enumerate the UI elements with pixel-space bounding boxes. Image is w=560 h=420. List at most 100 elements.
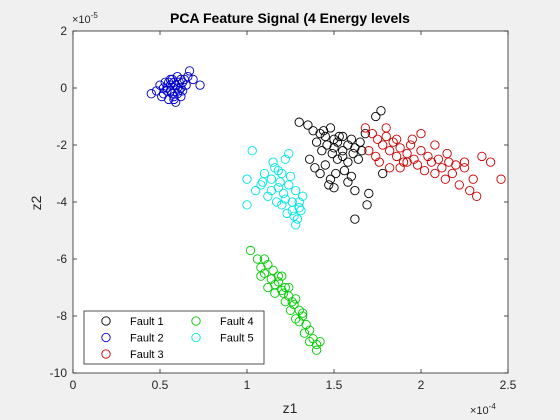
legend-label: Fault 3 (130, 349, 164, 361)
data-point (440, 174, 451, 184)
x-multiplier-base: ×10 (470, 405, 489, 417)
data-point (416, 146, 426, 156)
data-point (280, 297, 290, 307)
data-point (444, 157, 454, 167)
data-point (195, 80, 205, 90)
data-point (277, 200, 287, 210)
data-point (371, 111, 381, 122)
series-fault-3 (360, 123, 506, 201)
data-point (318, 126, 329, 136)
data-point (291, 314, 301, 324)
data-point (409, 154, 419, 164)
data-point (346, 134, 357, 144)
data-point (362, 200, 372, 210)
data-point (268, 265, 278, 276)
data-point (350, 143, 360, 153)
series-fault-5 (242, 146, 308, 230)
legend-marker (101, 316, 111, 326)
data-point (385, 146, 395, 156)
y-tick-label: -4 (56, 195, 67, 209)
data-point (360, 123, 370, 133)
data-point (289, 211, 299, 221)
data-point (287, 297, 297, 307)
data-point (367, 128, 377, 139)
data-point (164, 77, 174, 87)
data-point (171, 97, 181, 107)
series-fault-1 (294, 106, 388, 224)
data-point (311, 339, 322, 350)
data-point (451, 160, 461, 170)
data-point (285, 171, 296, 182)
data-point (165, 74, 176, 85)
data-point (477, 151, 487, 162)
data-point (301, 319, 311, 330)
data-point (308, 126, 318, 136)
data-point (273, 271, 283, 281)
data-point (388, 137, 398, 147)
data-point (355, 137, 365, 147)
x-tick-label: 0 (70, 378, 77, 392)
legend-box (83, 310, 265, 365)
data-point (350, 214, 360, 224)
data-point (343, 140, 353, 150)
data-point (259, 254, 270, 264)
data-point (315, 168, 325, 179)
y-tick-label: -2 (56, 138, 67, 152)
data-point (311, 345, 322, 355)
data-point (430, 168, 440, 179)
data-point (378, 140, 388, 150)
data-point (372, 134, 383, 144)
data-point (346, 171, 357, 182)
data-point (391, 151, 402, 162)
data-point (259, 168, 270, 179)
data-point (289, 299, 299, 310)
data-point (169, 94, 179, 105)
data-point (304, 325, 315, 335)
data-point (280, 194, 290, 204)
data-point (468, 174, 478, 184)
data-point (294, 203, 304, 213)
data-point (247, 146, 257, 156)
data-point (364, 146, 374, 156)
data-point (329, 183, 339, 193)
data-point (278, 188, 289, 199)
data-point (472, 191, 482, 201)
data-point (275, 177, 285, 187)
data-point (158, 83, 169, 93)
data-point (155, 80, 165, 90)
data-point (146, 89, 156, 99)
data-point (298, 308, 308, 318)
data-point (405, 140, 416, 150)
data-point (343, 177, 353, 187)
data-point (151, 86, 162, 96)
data-point (459, 163, 470, 173)
data-point (360, 128, 370, 139)
data-point (277, 168, 287, 179)
data-point (298, 191, 308, 201)
data-point (271, 197, 282, 207)
legend-marker (191, 316, 201, 326)
x-tick-label: 0.5 (152, 378, 169, 392)
x-ticks: 0 0.5 1 1.5 2 2.5 (70, 31, 517, 392)
data-point (465, 185, 475, 196)
data-point (407, 134, 417, 144)
data-point (177, 77, 188, 87)
data-point (304, 154, 315, 164)
data-point (402, 157, 412, 167)
data-point (416, 128, 426, 139)
data-point (172, 71, 183, 82)
data-point (273, 277, 283, 287)
legend-label: Fault 1 (130, 316, 164, 328)
legend-label: Fault 2 (130, 333, 164, 345)
data-point (263, 260, 273, 270)
data-point (419, 165, 430, 176)
data-point (188, 74, 198, 85)
data-point (266, 174, 277, 184)
data-point (447, 168, 457, 179)
data-point (277, 285, 287, 295)
data-point (284, 148, 294, 159)
data-point (459, 157, 470, 167)
data-point (157, 91, 167, 102)
data-point (454, 180, 464, 190)
data-point (343, 157, 353, 167)
